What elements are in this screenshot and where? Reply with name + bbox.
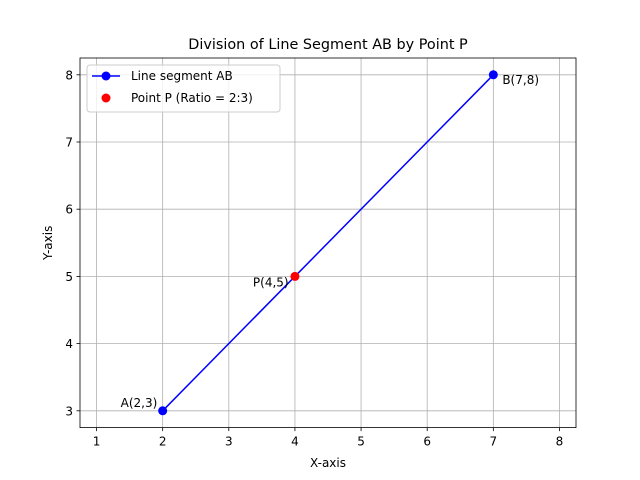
legend-label-segment: Line segment AB [131,69,233,83]
y-tick-label: 6 [65,203,73,217]
legend-box [86,64,281,113]
chart-title: Division of Line Segment AB by Point P [188,37,468,53]
x-tick-label: 3 [225,435,233,449]
series-line-0 [162,74,494,412]
x-tick-label: 1 [93,435,101,449]
x-tick-label: 5 [357,435,365,449]
x-tick-label: 8 [556,435,564,449]
plot-series [158,70,498,416]
y-axis-label: Y-axis [41,226,55,261]
data-point-0-0 [158,406,168,416]
x-tick-label: 6 [423,435,431,449]
point-annotation: A(2,3) [121,396,158,410]
axes-frame [79,57,577,429]
y-tick-label: 7 [65,136,73,150]
legend-marker-blue [101,71,111,81]
point-annotation: B(7,8) [502,73,539,87]
legend: Line segment AB Point P (Ratio = 2:3) [86,64,281,113]
x-tick-label: 2 [159,435,167,449]
y-tick-label: 8 [65,68,73,82]
y-tick-label: 5 [65,270,73,284]
x-tick-label: 4 [291,435,299,449]
point-annotation: P(4,5) [253,275,289,289]
x-tick-label: 7 [490,435,498,449]
y-tick-label: 3 [65,404,73,418]
point-annotations: A(2,3) B(7,8) P(4,5) [121,73,539,410]
data-point-0-1 [488,70,498,80]
data-point-1-0 [290,271,300,281]
legend-label-point: Point P (Ratio = 2:3) [131,91,253,105]
legend-marker-red [101,93,111,103]
axis-ticks: 1 2 3 4 5 6 7 8 3 4 5 6 7 8 [65,68,563,448]
x-axis-label: X-axis [310,456,346,470]
y-tick-label: 4 [65,337,73,351]
